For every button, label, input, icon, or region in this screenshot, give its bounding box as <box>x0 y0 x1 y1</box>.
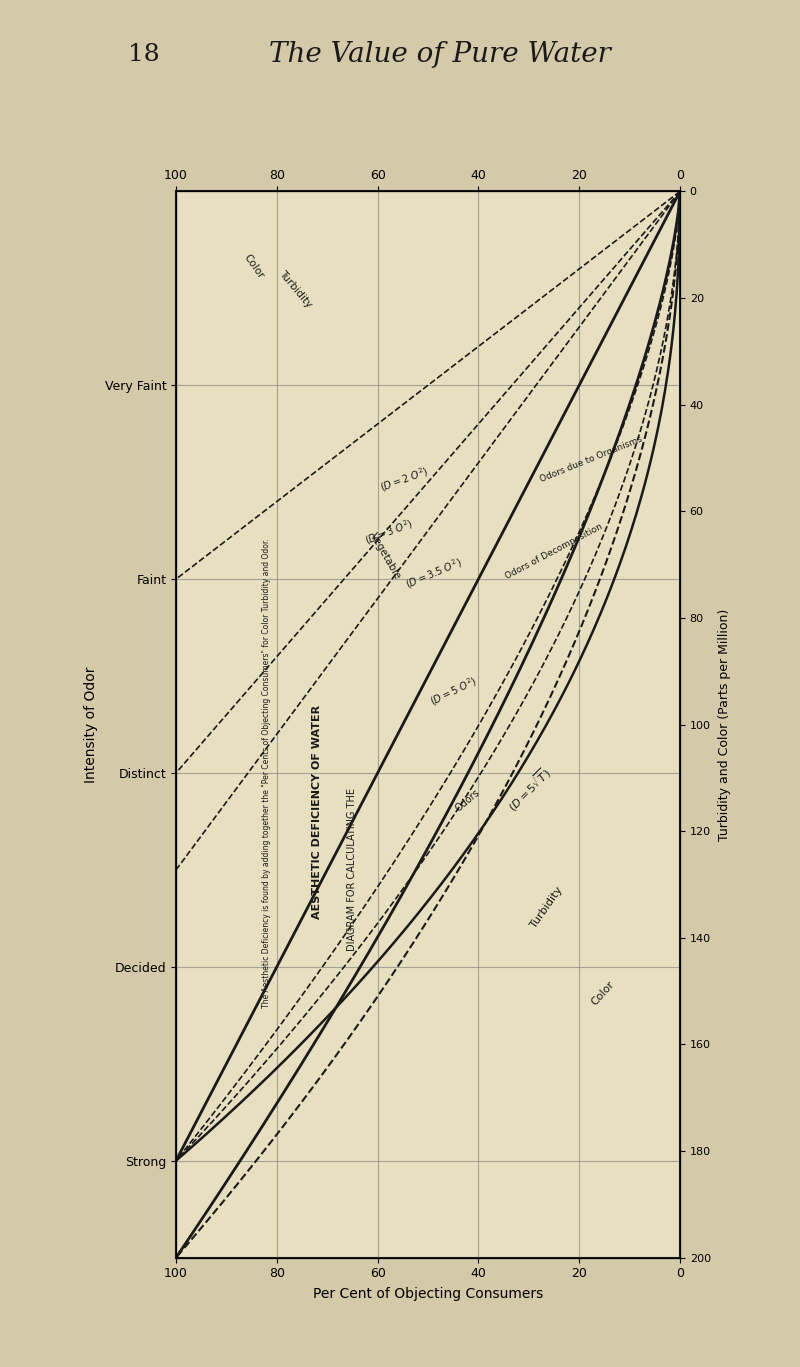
Text: $(D=5\ O^2)$: $(D=5\ O^2)$ <box>428 673 480 708</box>
Text: Odors: Odors <box>453 787 482 813</box>
Text: Odors due to Organisms: Odors due to Organisms <box>539 435 644 484</box>
Text: Color: Color <box>242 253 266 280</box>
Text: $(D=3.5\ O^2)$: $(D=3.5\ O^2)$ <box>403 555 464 592</box>
Text: The Value of Pure Water: The Value of Pure Water <box>269 41 611 68</box>
Text: AESTHETIC DEFICIENCY OF WATER: AESTHETIC DEFICIENCY OF WATER <box>312 704 322 919</box>
Y-axis label: Turbidity and Color (Parts per Million): Turbidity and Color (Parts per Million) <box>718 608 730 841</box>
Text: $(D=3\ O^2)$: $(D=3\ O^2)$ <box>362 515 415 548</box>
Text: $(D=5\sqrt{T})$: $(D=5\sqrt{T})$ <box>504 764 554 815</box>
Text: Vegetable: Vegetable <box>367 530 402 581</box>
Text: The Aesthetic Deficiency is found by adding together the "Per Cents of Objecting: The Aesthetic Deficiency is found by add… <box>262 539 271 1007</box>
Y-axis label: Intensity of Odor: Intensity of Odor <box>83 666 98 783</box>
Text: $(D=2\ O^2)$: $(D=2\ O^2)$ <box>378 465 430 495</box>
Text: 18: 18 <box>128 44 160 66</box>
Text: Color: Color <box>590 979 616 1007</box>
Text: DIAGRAM FOR CALCULATING THE: DIAGRAM FOR CALCULATING THE <box>347 789 358 951</box>
Text: Turbidity: Turbidity <box>277 269 314 310</box>
Text: Turbidity: Turbidity <box>529 884 565 930</box>
X-axis label: Per Cent of Objecting Consumers: Per Cent of Objecting Consumers <box>313 1288 543 1301</box>
Text: Odors of Decomposition: Odors of Decomposition <box>504 522 604 581</box>
